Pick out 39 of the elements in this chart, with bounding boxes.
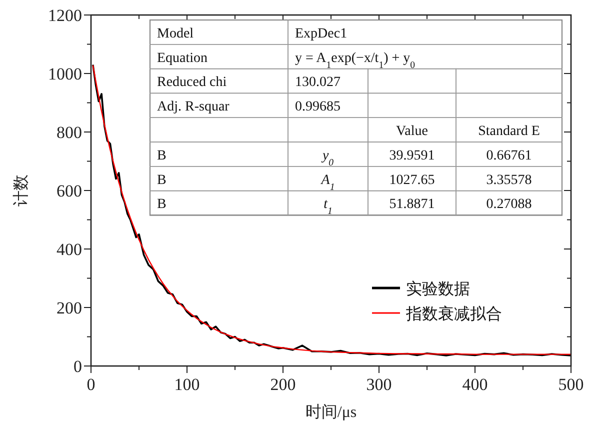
y-axis-title: 计数 (12, 174, 30, 206)
annotation: Standard E (478, 124, 540, 139)
annotation: 39.9591 (389, 148, 435, 164)
annotation: B (157, 197, 166, 212)
annotation: 3.35578 (486, 172, 532, 188)
y-tick-label: 800 (56, 123, 82, 142)
annotation: y = A$_{1}$exp(−x/t$_{1}$) + y$_{0}$ (295, 50, 416, 70)
annotation: Equation (157, 50, 208, 66)
y-tick-label: 1000 (48, 64, 82, 84)
annotation: ExpDec1 (295, 26, 348, 42)
annotation: B (157, 172, 166, 188)
y-tick-label: 200 (56, 298, 82, 318)
y-tick-label: 600 (56, 182, 82, 200)
x-axis-title: 时间/μs (305, 403, 357, 421)
x-tick-label: 100 (174, 375, 200, 394)
annotation: Reduced chi (157, 75, 227, 90)
annotation: 0.27088 (486, 197, 532, 212)
annotation: Value (396, 124, 428, 139)
legend-label: 指数衰减拟合 (405, 305, 502, 323)
x-tick-label: 0 (86, 375, 96, 394)
y-tick-label: 1200 (48, 6, 82, 25)
annotation: A$_{1}$ (320, 172, 335, 192)
x-tick-label: 500 (558, 375, 584, 394)
annotation: Adj. R-squar (157, 100, 230, 115)
annotation: y$_{0}$ (320, 148, 334, 168)
annotation: 0.99685 (295, 100, 340, 115)
x-tick-label: 200 (270, 375, 296, 394)
annotation: 130.027 (295, 75, 340, 90)
legend-label: 实验数据 (406, 280, 470, 298)
annotation: 1027.65 (389, 172, 435, 188)
annotation: t$_{1}$ (324, 197, 332, 217)
annotation: 0.66761 (486, 148, 532, 164)
x-tick-label: 400 (462, 375, 488, 394)
y-tick-label: 400 (56, 240, 82, 259)
y-tick-label: 0 (74, 357, 82, 376)
annotation: B (157, 148, 166, 164)
annotation: Model (157, 26, 194, 42)
x-tick-label: 300 (366, 375, 392, 394)
annotation: 51.8871 (389, 197, 435, 212)
